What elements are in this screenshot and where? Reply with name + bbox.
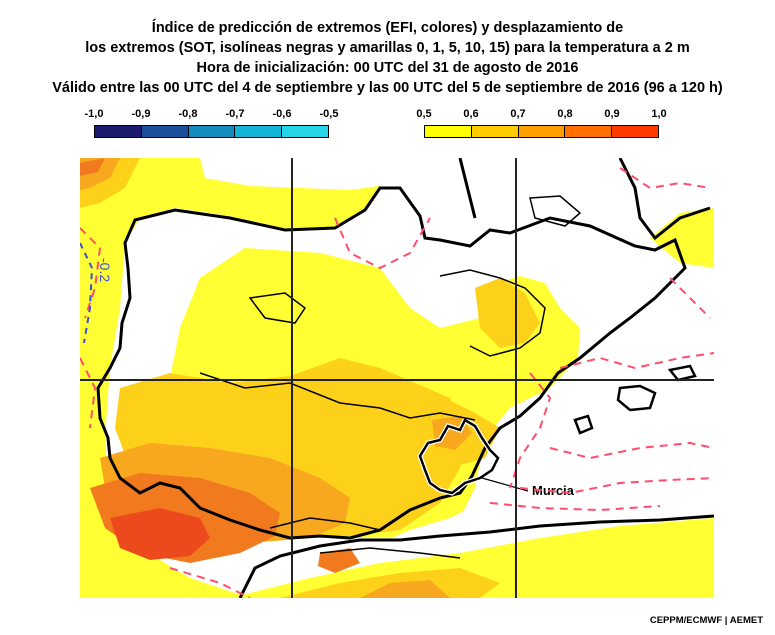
legend-tick-label: 0,5: [416, 108, 432, 120]
legend-tick-label: 1,0: [651, 108, 667, 120]
legend-tick-label: -1,0: [84, 108, 104, 120]
ibiza: [573, 414, 594, 435]
legend-swatch: [141, 126, 189, 137]
france-coastline: [458, 158, 711, 241]
iberia-coastline: [96, 186, 687, 540]
north-africa-land: [230, 518, 714, 598]
sot-contour-2: [199, 372, 476, 421]
legend-tick-label: 0,9: [604, 108, 620, 120]
efi-map: Murcia -0.2: [80, 158, 714, 598]
sot-contour-3: [439, 269, 546, 357]
legend-cold: -1,0 -0,9 -0,8 -0,7 -0,6 -0,5: [85, 108, 339, 138]
legend-swatch: [282, 126, 328, 137]
legend-swatch: [235, 126, 283, 137]
legend-swatch: [425, 126, 472, 137]
legend-tick-label: -0,9: [131, 108, 151, 120]
legend-swatch: [518, 126, 566, 137]
sot-contour-1: [248, 292, 307, 324]
legend-swatch: [612, 126, 658, 137]
efi-area-05: [80, 158, 385, 598]
legend-cold-labels: -1,0 -0,9 -0,8 -0,7 -0,6 -0,5: [85, 108, 339, 122]
efi-area-05-corner: [650, 208, 714, 268]
efi-area-06-river: [240, 388, 390, 428]
legend-tick-label: -0,5: [319, 108, 339, 120]
title-line-2: los extremos (SOT, isolíneas negras y am…: [85, 40, 690, 56]
mallorca: [616, 384, 657, 412]
legend-tick-label: 0,6: [463, 108, 479, 120]
legend-tick-label: -0,6: [272, 108, 292, 120]
legend-swatch: [188, 126, 236, 137]
title-line-4: Válido entre las 00 UTC del 4 de septiem…: [52, 80, 723, 96]
legend-tick-label: 0,7: [510, 108, 526, 120]
cold-contour-label: -0.2: [97, 258, 113, 282]
legend-warm: 0,5 0,6 0,7 0,8 0,9 1,0: [416, 108, 667, 138]
sot-dashed-contours: [80, 167, 714, 598]
legend-tick-label: 0,8: [557, 108, 573, 120]
legend-swatch: [565, 126, 613, 137]
north-africa-coastline: [238, 514, 714, 598]
legend-warm-bar: [424, 125, 659, 138]
chart-title: Índice de predicción de extremos (EFI, c…: [0, 18, 775, 98]
efi-area-09: [110, 508, 210, 560]
efi-area-08-north: [80, 158, 105, 176]
north-africa-efi08: [318, 548, 360, 573]
efi-area-06-east: [475, 278, 540, 348]
sot-contour-5: [269, 517, 461, 559]
sot-contour-4: [529, 195, 582, 227]
legend-warm-labels: 0,5 0,6 0,7 0,8 0,9 1,0: [416, 108, 666, 122]
legend-swatch: [95, 126, 142, 137]
menorca: [667, 364, 697, 382]
legend-swatch: [471, 126, 519, 137]
cold-contour: [80, 242, 94, 344]
title-line-1: Índice de predicción de extremos (EFI, c…: [151, 20, 624, 36]
legend-tick-label: -0,8: [178, 108, 198, 120]
north-africa-efi07: [360, 580, 450, 598]
legend-tick-label: -0,7: [225, 108, 245, 120]
murcia-region-outline: [418, 418, 500, 495]
title-line-3: Hora de inicialización: 00 UTC del 31 de…: [196, 60, 579, 76]
legend-cold-bar: [94, 125, 329, 138]
bay-of-biscay: [200, 158, 440, 190]
credit-text: CEPPM/ECMWF | AEMET: [649, 615, 763, 626]
